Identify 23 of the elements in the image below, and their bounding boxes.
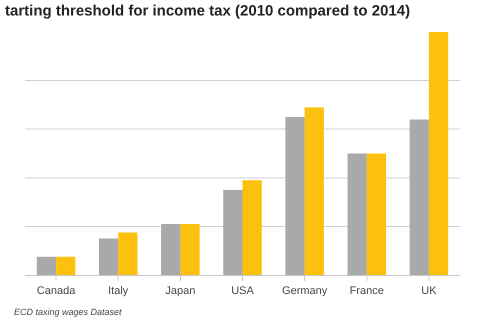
bar [36,256,56,275]
bar [161,224,180,275]
bar [366,154,386,275]
x-tick-label: Canada [36,285,76,298]
x-tick-label: France [350,285,384,298]
chart-title: tarting threshold for income tax (2010 compared to 2014) [5,2,410,20]
bar [410,119,429,275]
bar [242,180,262,275]
x-tick-label: Italy [108,285,129,298]
bar [428,32,448,275]
bar [304,107,324,275]
bar [98,238,118,275]
x-tick-label: Japan [165,285,196,298]
bar [348,154,367,275]
x-tick-label: Germany [282,285,328,298]
bar [180,224,200,275]
text: ECD taxing wages Dataset [14,307,122,317]
bar [223,190,242,275]
x-tick-label: USA [231,285,254,298]
bar [285,117,305,275]
x-tick-label: UK [421,285,438,298]
bar [56,256,76,275]
bar [118,232,138,275]
